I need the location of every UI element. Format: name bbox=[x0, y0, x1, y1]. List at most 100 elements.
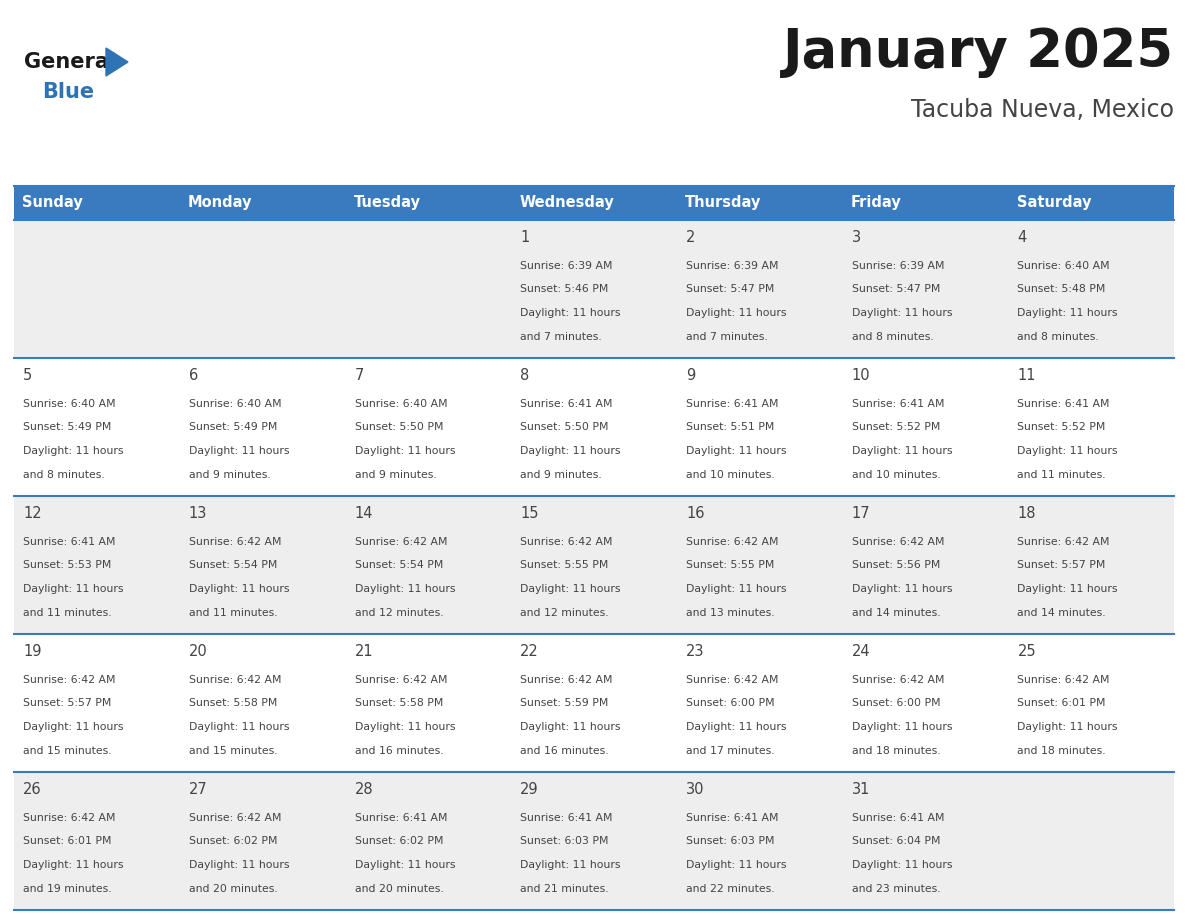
Text: and 12 minutes.: and 12 minutes. bbox=[354, 608, 443, 618]
Bar bbox=[179, 186, 346, 220]
Text: Sunrise: 6:40 AM: Sunrise: 6:40 AM bbox=[189, 398, 282, 409]
Text: Sunset: 5:54 PM: Sunset: 5:54 PM bbox=[189, 561, 277, 570]
Text: and 21 minutes.: and 21 minutes. bbox=[520, 884, 609, 894]
Text: 25: 25 bbox=[1017, 644, 1036, 658]
Text: Sunset: 5:55 PM: Sunset: 5:55 PM bbox=[685, 561, 775, 570]
Text: and 18 minutes.: and 18 minutes. bbox=[1017, 746, 1106, 756]
Text: and 7 minutes.: and 7 minutes. bbox=[520, 332, 602, 341]
Bar bbox=[14, 496, 1174, 634]
Text: 28: 28 bbox=[354, 781, 373, 797]
Text: Sunset: 5:58 PM: Sunset: 5:58 PM bbox=[189, 699, 277, 709]
Text: 5: 5 bbox=[23, 368, 32, 383]
Text: and 18 minutes.: and 18 minutes. bbox=[852, 746, 941, 756]
Bar bbox=[14, 772, 1174, 910]
Text: Sunset: 5:47 PM: Sunset: 5:47 PM bbox=[685, 285, 775, 295]
Text: 22: 22 bbox=[520, 644, 539, 658]
Text: and 12 minutes.: and 12 minutes. bbox=[520, 608, 609, 618]
Text: Sunrise: 6:40 AM: Sunrise: 6:40 AM bbox=[23, 398, 115, 409]
Text: Sunrise: 6:41 AM: Sunrise: 6:41 AM bbox=[685, 812, 778, 823]
Text: Thursday: Thursday bbox=[685, 196, 762, 210]
Text: 6: 6 bbox=[189, 368, 198, 383]
Text: Daylight: 11 hours: Daylight: 11 hours bbox=[23, 584, 124, 594]
Text: and 9 minutes.: and 9 minutes. bbox=[354, 470, 436, 480]
Text: Sunset: 5:47 PM: Sunset: 5:47 PM bbox=[852, 285, 940, 295]
Text: Sunset: 6:03 PM: Sunset: 6:03 PM bbox=[685, 836, 775, 846]
Text: Tacuba Nueva, Mexico: Tacuba Nueva, Mexico bbox=[911, 98, 1174, 122]
Bar bbox=[346, 186, 511, 220]
Text: Daylight: 11 hours: Daylight: 11 hours bbox=[852, 308, 953, 319]
Text: Wednesday: Wednesday bbox=[519, 196, 614, 210]
Text: 17: 17 bbox=[852, 506, 871, 521]
Text: and 10 minutes.: and 10 minutes. bbox=[685, 470, 775, 480]
Text: Daylight: 11 hours: Daylight: 11 hours bbox=[23, 722, 124, 733]
Text: Daylight: 11 hours: Daylight: 11 hours bbox=[1017, 584, 1118, 594]
Text: Daylight: 11 hours: Daylight: 11 hours bbox=[852, 860, 953, 870]
Text: Daylight: 11 hours: Daylight: 11 hours bbox=[852, 584, 953, 594]
Text: Daylight: 11 hours: Daylight: 11 hours bbox=[685, 446, 786, 456]
Text: 10: 10 bbox=[852, 368, 871, 383]
Text: 16: 16 bbox=[685, 506, 704, 521]
Text: Daylight: 11 hours: Daylight: 11 hours bbox=[685, 860, 786, 870]
Text: Daylight: 11 hours: Daylight: 11 hours bbox=[852, 446, 953, 456]
Text: Sunset: 6:04 PM: Sunset: 6:04 PM bbox=[852, 836, 940, 846]
Text: Sunday: Sunday bbox=[23, 196, 83, 210]
Text: and 16 minutes.: and 16 minutes. bbox=[354, 746, 443, 756]
Text: 21: 21 bbox=[354, 644, 373, 658]
Text: 26: 26 bbox=[23, 781, 42, 797]
Text: Sunrise: 6:40 AM: Sunrise: 6:40 AM bbox=[354, 398, 447, 409]
Text: and 13 minutes.: and 13 minutes. bbox=[685, 608, 775, 618]
Bar bbox=[14, 634, 1174, 772]
Text: Sunrise: 6:42 AM: Sunrise: 6:42 AM bbox=[852, 537, 944, 547]
Text: and 17 minutes.: and 17 minutes. bbox=[685, 746, 775, 756]
Text: Sunrise: 6:40 AM: Sunrise: 6:40 AM bbox=[1017, 261, 1110, 271]
Text: and 7 minutes.: and 7 minutes. bbox=[685, 332, 767, 341]
Text: Sunset: 5:50 PM: Sunset: 5:50 PM bbox=[354, 422, 443, 432]
Text: Sunset: 5:59 PM: Sunset: 5:59 PM bbox=[520, 699, 608, 709]
Text: Daylight: 11 hours: Daylight: 11 hours bbox=[685, 722, 786, 733]
Text: Daylight: 11 hours: Daylight: 11 hours bbox=[23, 446, 124, 456]
Text: Tuesday: Tuesday bbox=[354, 196, 421, 210]
Text: 13: 13 bbox=[189, 506, 207, 521]
Text: Sunset: 5:52 PM: Sunset: 5:52 PM bbox=[1017, 422, 1106, 432]
Text: and 14 minutes.: and 14 minutes. bbox=[1017, 608, 1106, 618]
Text: Sunset: 5:57 PM: Sunset: 5:57 PM bbox=[1017, 561, 1106, 570]
Text: Sunrise: 6:41 AM: Sunrise: 6:41 AM bbox=[852, 398, 944, 409]
Text: 15: 15 bbox=[520, 506, 538, 521]
Bar bbox=[842, 186, 1009, 220]
Text: 18: 18 bbox=[1017, 506, 1036, 521]
Text: and 9 minutes.: and 9 minutes. bbox=[189, 470, 271, 480]
Text: 31: 31 bbox=[852, 781, 870, 797]
Text: 19: 19 bbox=[23, 644, 42, 658]
Text: Blue: Blue bbox=[42, 82, 94, 102]
Text: 8: 8 bbox=[520, 368, 530, 383]
Text: and 20 minutes.: and 20 minutes. bbox=[354, 884, 443, 894]
Text: and 8 minutes.: and 8 minutes. bbox=[23, 470, 105, 480]
Text: Daylight: 11 hours: Daylight: 11 hours bbox=[1017, 722, 1118, 733]
Text: Sunset: 5:50 PM: Sunset: 5:50 PM bbox=[520, 422, 608, 432]
Text: and 20 minutes.: and 20 minutes. bbox=[189, 884, 278, 894]
Text: General: General bbox=[24, 52, 116, 72]
Text: and 15 minutes.: and 15 minutes. bbox=[23, 746, 112, 756]
Text: Sunrise: 6:41 AM: Sunrise: 6:41 AM bbox=[520, 398, 613, 409]
Text: Sunrise: 6:41 AM: Sunrise: 6:41 AM bbox=[1017, 398, 1110, 409]
Text: Sunset: 6:02 PM: Sunset: 6:02 PM bbox=[354, 836, 443, 846]
Text: Daylight: 11 hours: Daylight: 11 hours bbox=[520, 584, 621, 594]
Text: 4: 4 bbox=[1017, 230, 1026, 245]
Text: Sunset: 6:00 PM: Sunset: 6:00 PM bbox=[852, 699, 941, 709]
Text: and 9 minutes.: and 9 minutes. bbox=[520, 470, 602, 480]
Text: Sunrise: 6:42 AM: Sunrise: 6:42 AM bbox=[23, 675, 115, 685]
Text: Sunrise: 6:42 AM: Sunrise: 6:42 AM bbox=[23, 812, 115, 823]
Text: Sunrise: 6:42 AM: Sunrise: 6:42 AM bbox=[354, 537, 447, 547]
Text: Sunrise: 6:39 AM: Sunrise: 6:39 AM bbox=[685, 261, 778, 271]
Text: 12: 12 bbox=[23, 506, 42, 521]
Text: and 23 minutes.: and 23 minutes. bbox=[852, 884, 941, 894]
Text: Sunset: 5:51 PM: Sunset: 5:51 PM bbox=[685, 422, 775, 432]
Text: January 2025: January 2025 bbox=[783, 26, 1174, 78]
Text: and 10 minutes.: and 10 minutes. bbox=[852, 470, 941, 480]
Text: Sunrise: 6:41 AM: Sunrise: 6:41 AM bbox=[23, 537, 115, 547]
Text: Sunrise: 6:42 AM: Sunrise: 6:42 AM bbox=[189, 675, 282, 685]
Text: Daylight: 11 hours: Daylight: 11 hours bbox=[852, 722, 953, 733]
Text: Sunset: 6:00 PM: Sunset: 6:00 PM bbox=[685, 699, 775, 709]
Text: Sunset: 6:01 PM: Sunset: 6:01 PM bbox=[23, 836, 112, 846]
Text: Sunrise: 6:42 AM: Sunrise: 6:42 AM bbox=[852, 675, 944, 685]
